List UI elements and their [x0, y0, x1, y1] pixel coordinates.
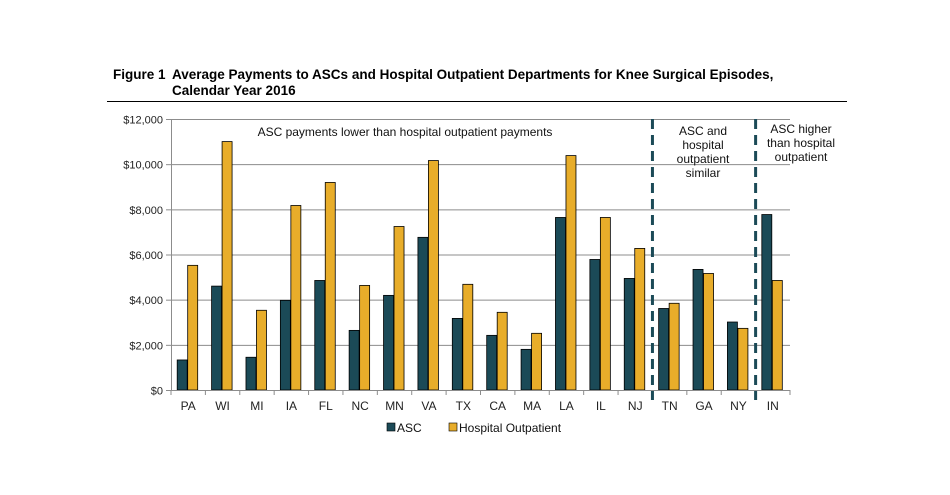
- bar-hospital-outpatient-wi: [221, 141, 233, 391]
- bar-asc-ma: [520, 348, 532, 391]
- annotation-similar-line: hospital: [682, 138, 723, 152]
- figure-title-line2: Calendar Year 2016: [172, 83, 296, 98]
- bar-asc-tx: [451, 318, 463, 391]
- annotation-higher-line: ASC higher: [770, 122, 831, 136]
- bar-hospital-outpatient-ia: [290, 205, 302, 391]
- bar-asc-mi: [245, 356, 257, 391]
- bar-hospital-outpatient-pa: [187, 264, 199, 391]
- x-tick-label: IA: [286, 399, 297, 413]
- x-tick-label: NY: [730, 399, 747, 413]
- bar-asc-mn: [383, 294, 394, 391]
- legend-label-asc: ASC: [397, 421, 422, 435]
- annotation-similar-line: outpatient: [677, 152, 730, 166]
- x-tick-label: GA: [695, 399, 712, 413]
- bar-hospital-outpatient-il: [599, 217, 611, 391]
- bar-hospital-outpatient-mi: [256, 309, 267, 391]
- bar-asc-tn: [658, 308, 670, 391]
- bar-asc-ga: [692, 269, 704, 391]
- legend-swatch-asc: [386, 422, 396, 432]
- bar-hospital-outpatient-tn: [668, 302, 680, 391]
- legend-swatch-hospital-outpatient: [448, 422, 458, 432]
- x-tick-label: VA: [421, 399, 436, 413]
- bar-asc-va: [417, 236, 429, 391]
- bar-asc-la: [555, 217, 566, 391]
- y-tick-label: $2,000: [129, 340, 163, 352]
- bar-hospital-outpatient-ca: [496, 311, 508, 391]
- annotation-higher-line: outpatient: [775, 150, 828, 164]
- x-tick-label: IN: [767, 399, 779, 413]
- annotation-similar-line: similar: [686, 166, 721, 180]
- bar-asc-ia: [279, 299, 291, 391]
- bar-hospital-outpatient-nj: [634, 248, 646, 391]
- bar-hospital-outpatient-in: [771, 280, 783, 391]
- x-tick-label: IL: [596, 399, 606, 413]
- x-tick-label: CA: [489, 399, 506, 413]
- bar-hospital-outpatient-nc: [359, 285, 371, 391]
- y-tick-label: $8,000: [129, 205, 163, 217]
- bar-hospital-outpatient-va: [428, 160, 439, 391]
- bar-asc-pa: [176, 359, 188, 391]
- x-tick-label: NJ: [628, 399, 643, 413]
- x-tick-label: FL: [319, 399, 333, 413]
- annotation-similar-line: ASC and: [679, 124, 727, 138]
- x-tick-label: LA: [559, 399, 574, 413]
- bar-asc-fl: [314, 280, 326, 391]
- figure-label: Figure 1: [113, 67, 166, 82]
- bar-asc-ny: [727, 321, 738, 391]
- x-tick-label: MI: [250, 399, 263, 413]
- bar-hospital-outpatient-ma: [531, 332, 542, 391]
- y-tick-label: $12,000: [123, 115, 163, 127]
- bar-asc-il: [589, 259, 601, 391]
- figure-title-line1: Average Payments to ASCs and Hospital Ou…: [172, 67, 774, 82]
- x-tick-label: NC: [351, 399, 369, 413]
- y-tick-label: $0: [151, 386, 163, 398]
- bar-hospital-outpatient-la: [565, 155, 577, 391]
- bar-asc-nc: [348, 329, 360, 391]
- title-rule: [107, 101, 847, 102]
- bar-hospital-outpatient-ga: [703, 273, 714, 391]
- x-tick-label: MA: [523, 399, 541, 413]
- bar-asc-nj: [623, 278, 635, 391]
- annotation-higher-line: than hospital: [767, 136, 835, 150]
- bar-hospital-outpatient-mn: [393, 226, 405, 391]
- legend-label-hospital-outpatient: Hospital Outpatient: [459, 421, 562, 435]
- x-tick-label: TN: [662, 399, 678, 413]
- x-tick-label: PA: [181, 399, 196, 413]
- bar-asc-wi: [211, 285, 222, 391]
- bar-asc-ca: [486, 334, 498, 391]
- x-tick-label: MN: [385, 399, 404, 413]
- annotation-lower: ASC payments lower than hospital outpati…: [258, 125, 553, 139]
- x-tick-label: TX: [456, 399, 471, 413]
- bar-asc-in: [761, 214, 773, 391]
- x-tick-label: WI: [215, 399, 230, 413]
- bar-hospital-outpatient-fl: [324, 182, 336, 391]
- bar-hospital-outpatient-tx: [462, 283, 474, 391]
- figure-title: Figure 1 Average Payments to ASCs and Hos…: [113, 67, 773, 99]
- y-tick-label: $6,000: [129, 250, 163, 262]
- y-tick-label: $10,000: [123, 160, 163, 172]
- y-tick-label: $4,000: [129, 295, 163, 307]
- bar-hospital-outpatient-ny: [737, 327, 749, 391]
